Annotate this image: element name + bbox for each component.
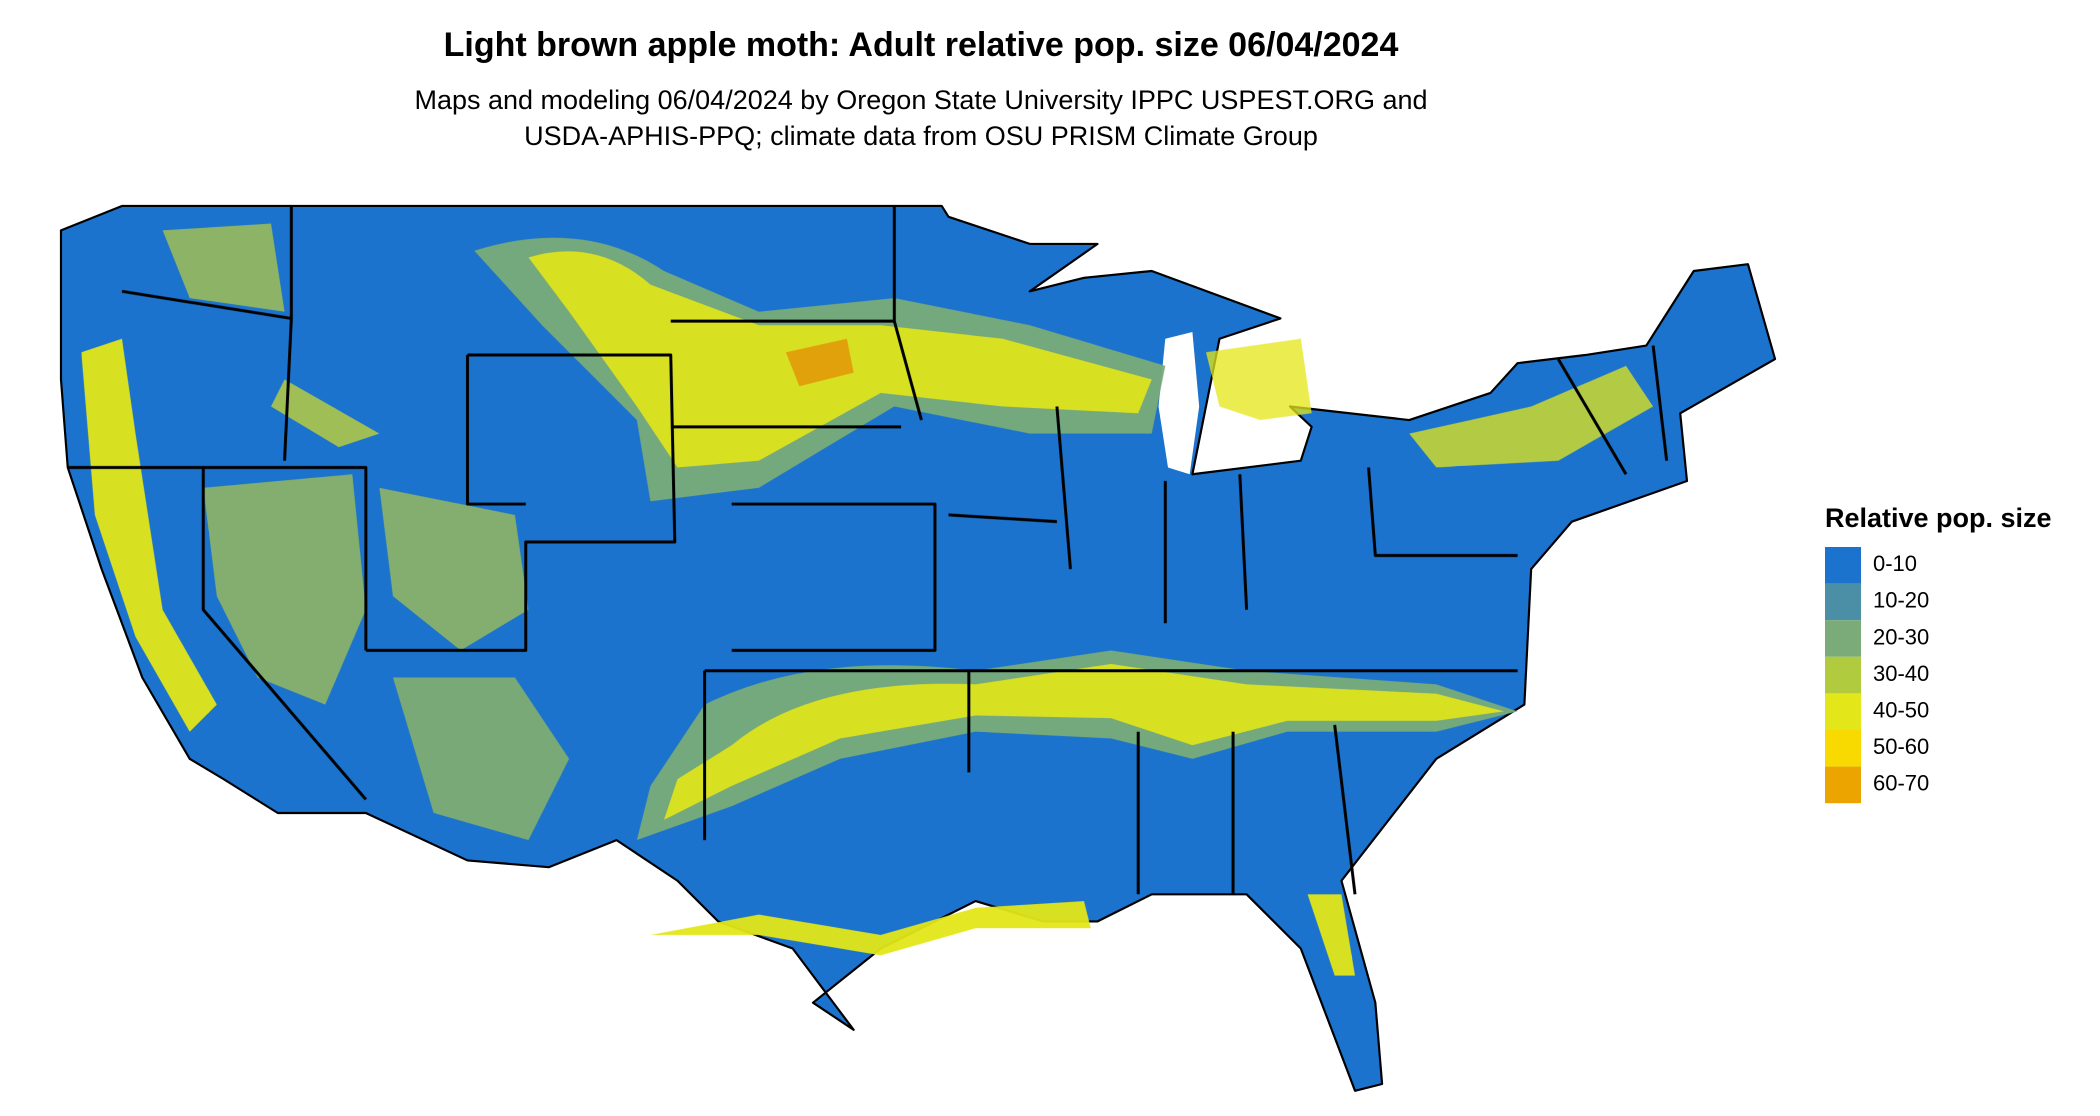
legend-label: 40-50 (1873, 698, 1929, 723)
legend-swatch (1825, 693, 1861, 730)
legend: 0-10 10-20 20-30 30-40 40-50 50-60 60-70 (1825, 547, 1929, 804)
map-title: Light brown apple moth: Adult relative p… (444, 26, 1399, 64)
legend-swatch (1825, 620, 1861, 657)
map-subtitle: Maps and modeling 06/04/2024 by Oregon S… (414, 85, 1427, 115)
legend-label: 20-30 (1873, 624, 1929, 649)
legend-label: 10-20 (1873, 588, 1929, 613)
legend-swatch (1825, 547, 1861, 584)
us-map (59, 204, 1777, 1092)
state-borders (67, 205, 1669, 895)
legend-swatch (1825, 766, 1861, 804)
legend-swatch (1825, 656, 1861, 694)
legend-swatch (1825, 583, 1861, 621)
legend-label: 60-70 (1873, 771, 1929, 796)
lake-michigan (1158, 331, 1200, 475)
legend-label: 50-60 (1873, 734, 1929, 759)
legend-title: Relative pop. size (1825, 503, 2052, 533)
legend-label: 0-10 (1873, 551, 1917, 576)
land (59, 204, 1777, 1092)
legend-swatch (1825, 730, 1861, 767)
suitability-patches (81, 223, 1654, 976)
map-subtitle: USDA-APHIS-PPQ; climate data from OSU PR… (524, 121, 1318, 151)
legend-label: 30-40 (1873, 661, 1929, 686)
